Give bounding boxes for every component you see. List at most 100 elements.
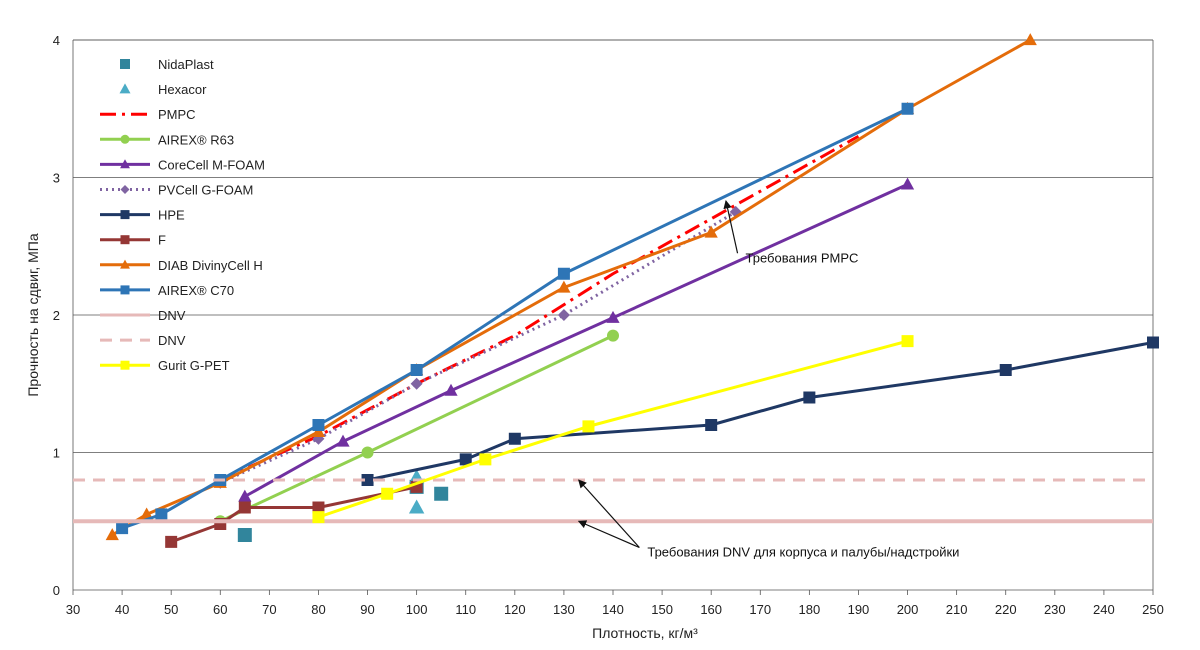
x-tick-label: 30: [66, 602, 80, 617]
data-point: [1147, 336, 1159, 349]
legend-label: DNV: [158, 333, 186, 348]
data-point: [999, 364, 1012, 376]
x-axis-label: Плотность, кг/м³: [592, 625, 698, 641]
legend-item-pmpc-2: PMPC: [100, 107, 196, 122]
legend-swatch-marker: [120, 159, 130, 169]
legend-item-nidaplast-0: NidaPlast: [120, 57, 214, 72]
y-tick-label: 3: [53, 171, 60, 186]
data-point: [140, 507, 154, 520]
x-tick-label: 160: [700, 602, 722, 617]
data-point: [408, 499, 425, 514]
legend-item-dnv-11: DNV: [100, 333, 186, 348]
legend-label: CoreCell M-FOAM: [158, 157, 265, 172]
legend: NidaPlast Hexacor PMPC AIREX® R63 CoreCell M…: [100, 57, 265, 373]
legend-item-dnv-10: DNV: [100, 308, 186, 323]
data-point: [410, 377, 423, 390]
data-point: [704, 225, 718, 238]
legend-item-gurit-g-pet-12: Gurit G-PET: [100, 358, 230, 373]
data-point: [434, 486, 449, 501]
x-tick-label: 50: [164, 602, 178, 617]
data-point: [361, 474, 374, 486]
data-point: [155, 508, 168, 521]
x-tick-label: 60: [213, 602, 227, 617]
series-line: [317, 339, 908, 519]
data-point: [900, 177, 915, 190]
series-layer: [73, 33, 1159, 548]
legend-swatch-marker: [120, 59, 130, 69]
legend-swatch-marker: [120, 134, 130, 144]
y-tick-label: 2: [53, 308, 60, 323]
legend-item-airex-c70-9: AIREX® C70: [100, 283, 234, 298]
data-point: [1023, 33, 1037, 46]
x-tick-label: 230: [1044, 602, 1066, 617]
series-airex-r63-3: [214, 329, 619, 528]
series-diab-divinycell-h-8: [105, 33, 1037, 541]
data-point: [557, 267, 570, 280]
data-point: [312, 501, 325, 514]
data-point: [901, 102, 914, 115]
data-point: [410, 364, 423, 376]
x-tick-label: 70: [262, 602, 276, 617]
data-point: [165, 535, 178, 548]
x-tick-label: 220: [995, 602, 1017, 617]
data-point: [361, 446, 374, 459]
legend-item-airex-r63-3: AIREX® R63: [100, 132, 234, 147]
legend-label: HPE: [158, 208, 185, 223]
x-tick-label: 200: [897, 602, 919, 617]
series-hpe-6: [361, 336, 1159, 486]
data-point: [508, 432, 521, 445]
x-tick-label: 130: [553, 602, 575, 617]
data-point: [606, 310, 620, 323]
series-line: [244, 183, 909, 498]
annotation-arrow: [723, 200, 739, 254]
annotations: Требования PMPC Требования DNV для корпус…: [577, 200, 959, 560]
data-point: [803, 391, 816, 404]
y-tick-label: 4: [53, 33, 60, 48]
legend-label: AIREX® R63: [158, 132, 234, 147]
data-point: [336, 434, 350, 447]
legend-label: NidaPlast: [158, 57, 214, 72]
y-axis-label: Прочность на сдвиг, МПа: [25, 233, 41, 396]
data-point: [238, 501, 251, 514]
legend-swatch-marker: [120, 285, 130, 295]
data-point: [238, 489, 252, 502]
annotation-arrow: [577, 520, 640, 549]
data-point: [312, 419, 325, 431]
x-tick-label: 180: [799, 602, 821, 617]
legend-swatch-marker: [120, 185, 130, 194]
legend-label: Gurit G-PET: [158, 358, 230, 373]
data-point: [105, 528, 119, 541]
data-point: [557, 309, 570, 321]
x-tick-label: 100: [406, 602, 428, 617]
legend-item-hexacor-1: Hexacor: [119, 82, 207, 97]
legend-label: DNV: [158, 308, 186, 323]
legend-item-hpe-6: HPE: [100, 208, 185, 223]
x-tick-label: 40: [115, 602, 129, 617]
x-tick-label: 240: [1093, 602, 1115, 617]
legend-swatch-marker: [120, 235, 130, 245]
data-point: [444, 383, 458, 396]
data-point: [557, 280, 571, 293]
data-point: [705, 419, 718, 431]
data-point: [479, 453, 492, 466]
annotation-arrow: [578, 479, 640, 548]
legend-item-pvcell-g-foam-5: PVCell G-FOAM: [100, 183, 253, 198]
legend-swatch-marker: [120, 259, 130, 269]
x-tick-label: 190: [848, 602, 870, 617]
legend-item-diab-divinycell-h-8: DIAB DivinyCell H: [100, 258, 263, 273]
legend-swatch-marker: [120, 360, 130, 370]
data-point: [116, 522, 129, 535]
data-point: [582, 420, 595, 433]
x-tick-label: 120: [504, 602, 526, 617]
x-tick-label: 170: [749, 602, 771, 617]
x-tick-label: 210: [946, 602, 968, 617]
data-point: [901, 335, 914, 348]
legend-swatch-marker: [119, 83, 131, 94]
legend-label: DIAB DivinyCell H: [158, 258, 263, 273]
legend-label: Hexacor: [158, 82, 207, 97]
legend-label: PMPC: [158, 107, 196, 122]
legend-label: F: [158, 233, 166, 248]
series-line: [111, 38, 1032, 537]
data-point: [381, 487, 394, 500]
